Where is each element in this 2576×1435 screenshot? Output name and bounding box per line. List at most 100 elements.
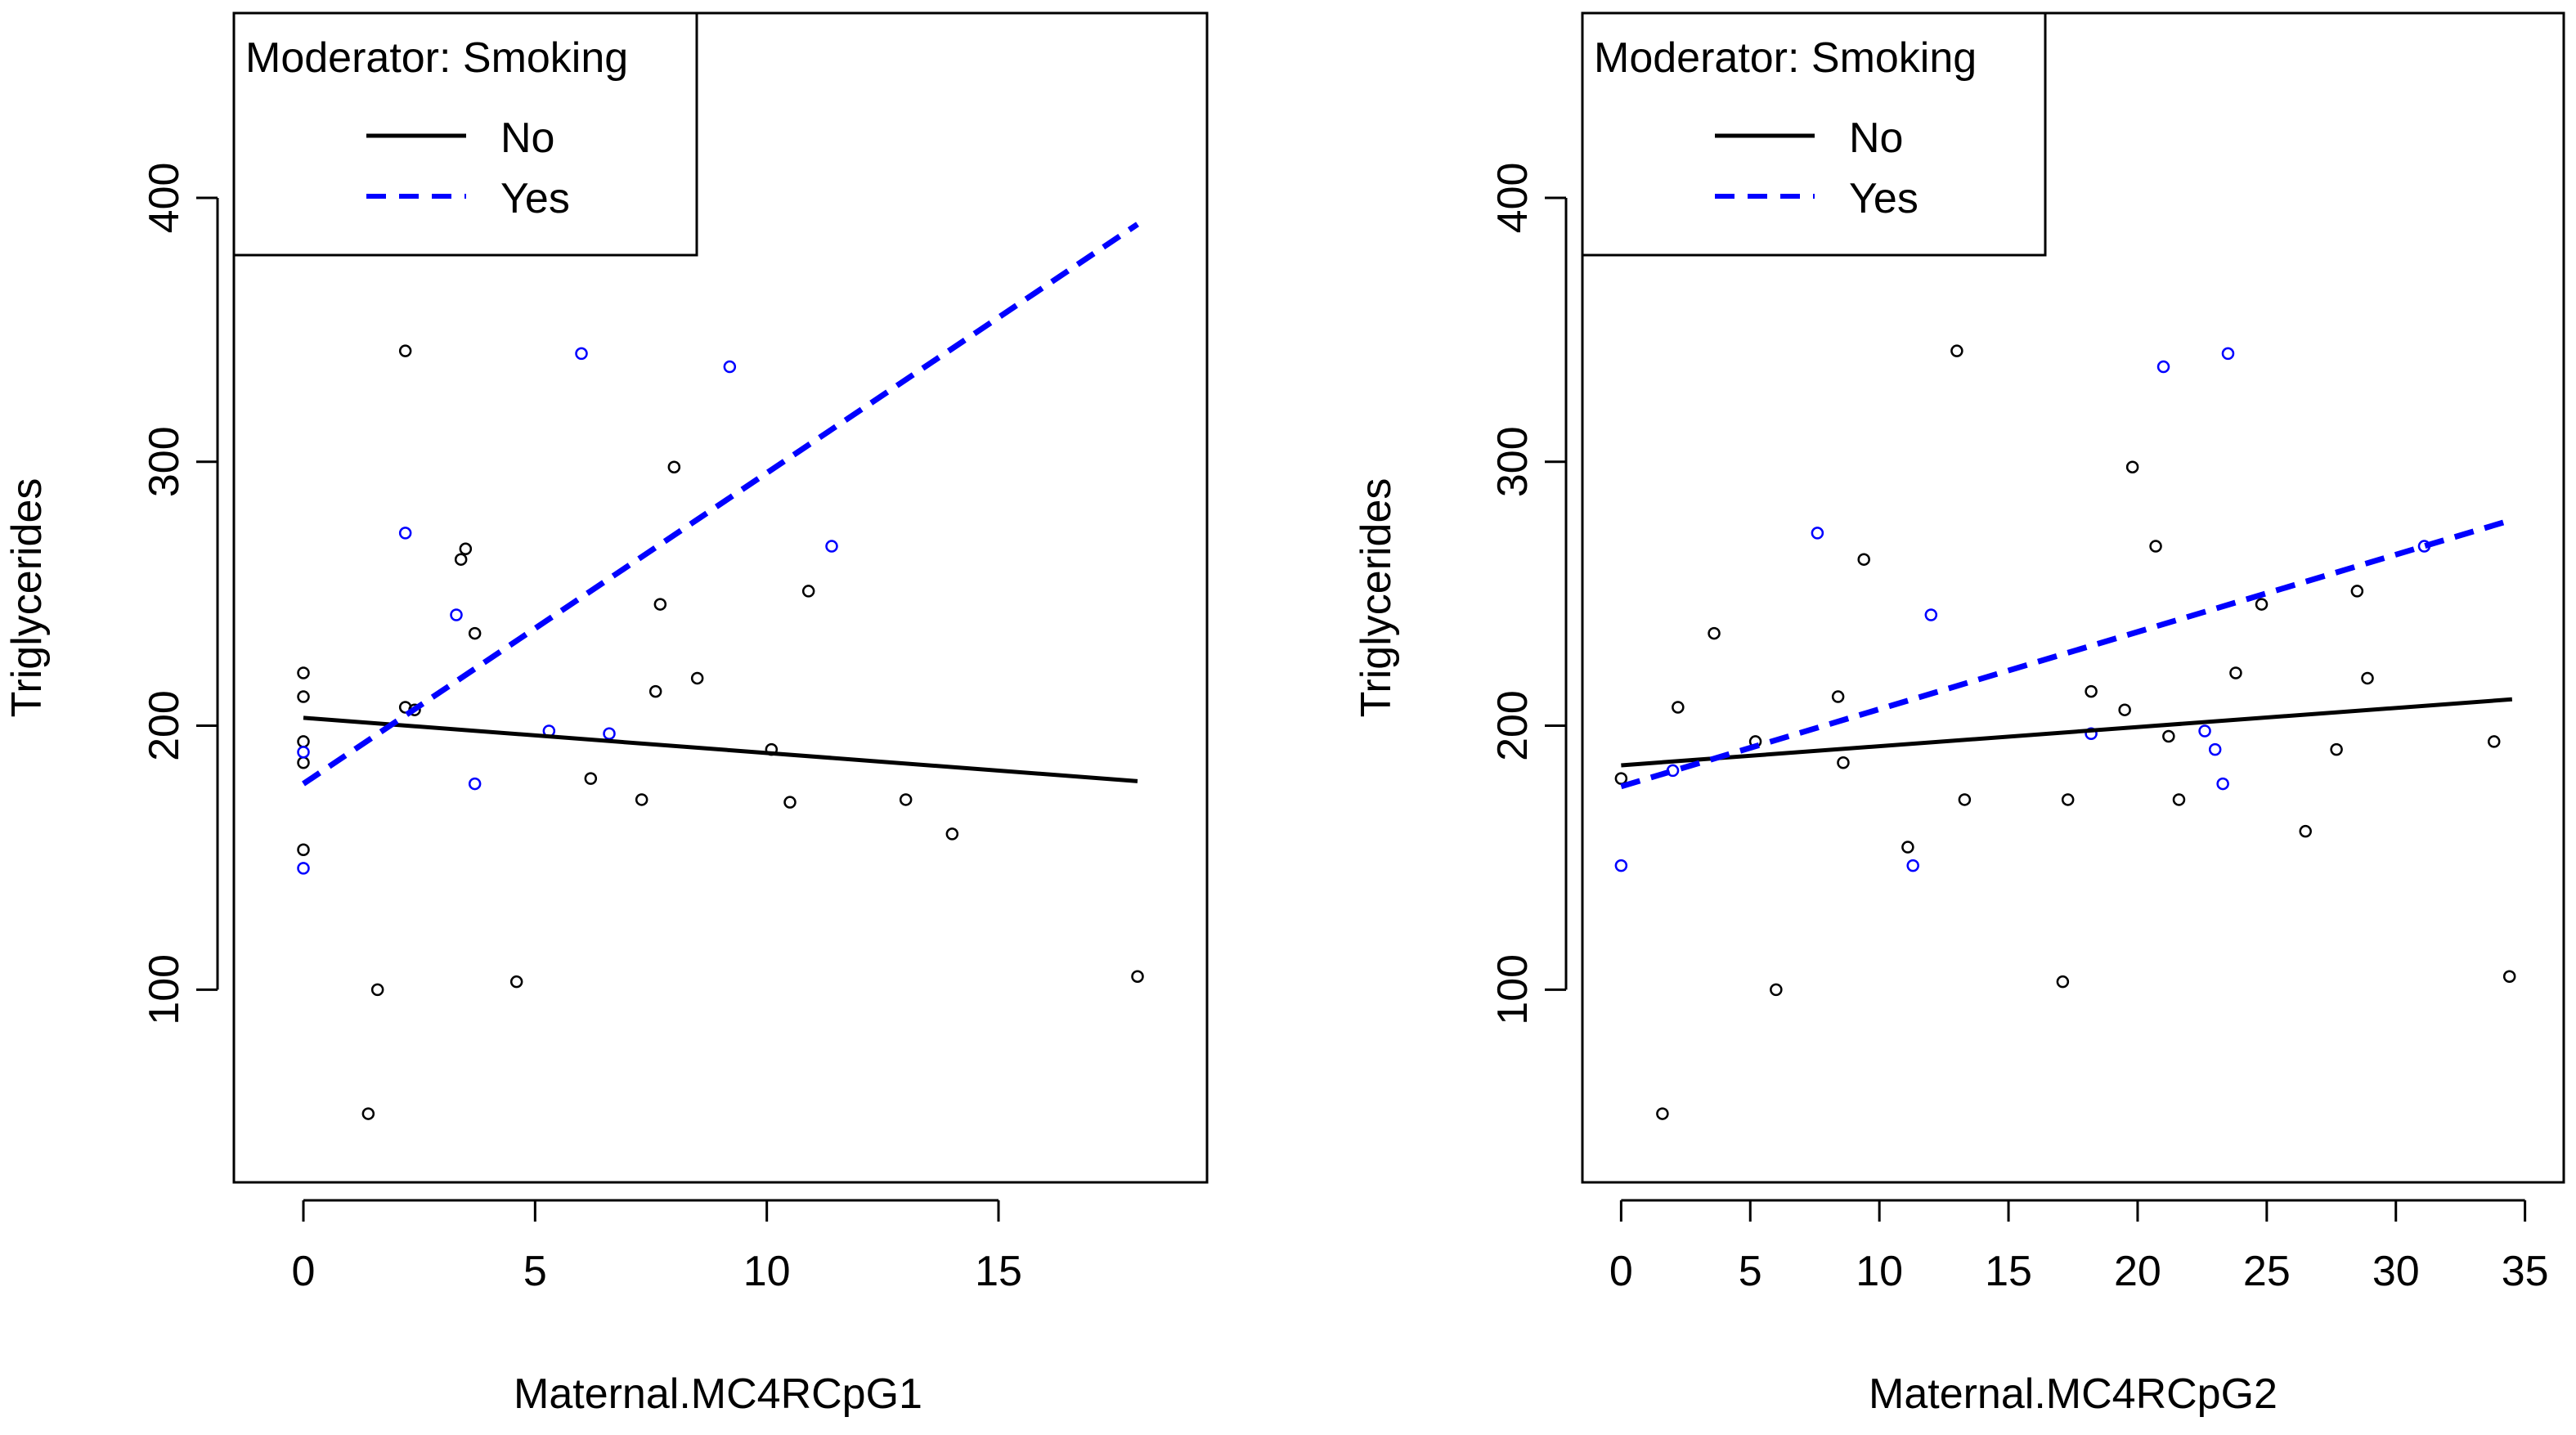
fit-line-no xyxy=(303,715,1138,783)
point-no xyxy=(653,598,667,611)
y-tick-label: 100 xyxy=(141,954,188,1025)
point-yes xyxy=(825,540,838,553)
point-no xyxy=(648,684,662,698)
x-tick-label: 0 xyxy=(292,1248,316,1295)
y-tick-label: 300 xyxy=(1489,426,1537,497)
legend-label-no: No xyxy=(500,114,554,162)
point-no xyxy=(2299,824,2312,838)
x-tick-label: 10 xyxy=(743,1248,791,1295)
point-yes xyxy=(723,360,737,374)
point-no xyxy=(1958,793,1972,806)
y-tick-label: 300 xyxy=(141,426,188,497)
point-no xyxy=(2487,735,2501,748)
legend: Moderator: Smoking No Yes xyxy=(232,11,698,257)
point-no xyxy=(398,344,412,357)
y-tick-label: 100 xyxy=(1489,954,1537,1025)
point-no xyxy=(2229,666,2242,679)
point-no xyxy=(1857,553,1870,566)
point-no xyxy=(2172,793,2186,806)
x-tick-label: 30 xyxy=(2372,1248,2420,1295)
x-axis-label: Maternal.MC4RCpG1 xyxy=(514,1370,922,1418)
point-no xyxy=(2502,970,2516,983)
x-tick-label: 15 xyxy=(1985,1248,2032,1295)
point-no xyxy=(2255,598,2269,611)
point-no xyxy=(2330,742,2343,756)
point-no xyxy=(2149,540,2162,553)
point-no xyxy=(2361,671,2374,685)
point-no xyxy=(361,1107,375,1120)
x-tick-label: 10 xyxy=(1856,1248,1903,1295)
legend-label-yes: Yes xyxy=(1849,175,1919,222)
y-tick-label: 400 xyxy=(1489,163,1537,234)
y-axis: 100 200 300 400 xyxy=(141,163,219,1025)
x-axis: 0 5 10 15 20 25 30 35 xyxy=(1609,1199,2549,1295)
fit-line-yes xyxy=(302,222,1139,787)
point-yes xyxy=(1906,859,1919,872)
point-no xyxy=(297,756,310,769)
point-no xyxy=(584,772,598,785)
point-no xyxy=(297,843,310,857)
x-tick-label: 0 xyxy=(1609,1248,1633,1295)
legend: Moderator: Smoking No Yes xyxy=(1581,11,2047,257)
point-no xyxy=(1614,772,1628,785)
point-no xyxy=(783,796,797,809)
x-tick-label: 35 xyxy=(2502,1248,2549,1295)
data-points xyxy=(297,344,1144,1120)
chart-panel-2: 100 200 300 400 0 5 10 15 20 25 30 35 Triglyceride… xyxy=(1353,11,2565,1418)
regression-lines xyxy=(1620,517,2513,790)
point-no xyxy=(945,827,959,841)
point-yes xyxy=(297,862,310,875)
point-yes xyxy=(1614,859,1628,872)
point-yes xyxy=(2085,727,2098,740)
point-no xyxy=(1708,626,1721,640)
point-no xyxy=(297,735,310,748)
point-yes xyxy=(1811,527,1824,540)
point-no xyxy=(1837,756,1850,769)
point-no xyxy=(297,666,310,679)
point-no xyxy=(635,793,648,806)
point-no xyxy=(690,671,704,685)
point-no xyxy=(2118,703,2131,716)
y-axis: 100 200 300 400 xyxy=(1489,163,1568,1025)
point-no xyxy=(1656,1107,1669,1120)
regression-lines xyxy=(302,222,1139,787)
point-no xyxy=(454,553,468,566)
point-yes xyxy=(468,777,482,791)
point-no xyxy=(297,690,310,703)
point-no xyxy=(1131,970,1144,983)
point-no xyxy=(899,793,913,806)
legend-label-yes: Yes xyxy=(500,175,570,222)
point-no xyxy=(1901,841,1914,854)
x-axis-label: Maternal.MC4RCpG2 xyxy=(1869,1370,2278,1418)
point-no xyxy=(2085,684,2098,698)
point-no xyxy=(2125,460,2139,473)
x-tick-label: 15 xyxy=(975,1248,1022,1295)
legend-title: Moderator: Smoking xyxy=(1594,34,1977,82)
y-axis-label: Triglycerides xyxy=(1353,478,1400,718)
point-yes xyxy=(2216,777,2229,791)
fit-line-yes xyxy=(1620,517,2513,790)
chart-panel-1: 100 200 300 400 0 5 10 15 Triglycerides Matern… xyxy=(3,11,1209,1418)
y-tick-label: 400 xyxy=(141,163,188,234)
x-axis: 0 5 10 15 xyxy=(292,1199,1022,1295)
point-yes xyxy=(1924,608,1938,621)
plot-frame xyxy=(1581,11,2565,1184)
point-no xyxy=(459,542,473,556)
y-tick-label: 200 xyxy=(141,690,188,761)
point-yes xyxy=(398,527,412,540)
x-tick-label: 5 xyxy=(523,1248,547,1295)
point-no xyxy=(370,983,384,997)
point-yes xyxy=(603,727,616,740)
point-yes xyxy=(2156,360,2170,374)
point-no xyxy=(1950,344,1963,357)
point-no xyxy=(667,460,681,473)
point-yes xyxy=(2221,347,2235,361)
point-no xyxy=(1831,690,1845,703)
point-no xyxy=(2061,793,2075,806)
fit-line-no xyxy=(1621,697,2513,768)
point-no xyxy=(1672,701,1685,714)
point-no xyxy=(468,626,482,640)
legend-title: Moderator: Smoking xyxy=(245,34,628,82)
x-tick-label: 25 xyxy=(2243,1248,2291,1295)
